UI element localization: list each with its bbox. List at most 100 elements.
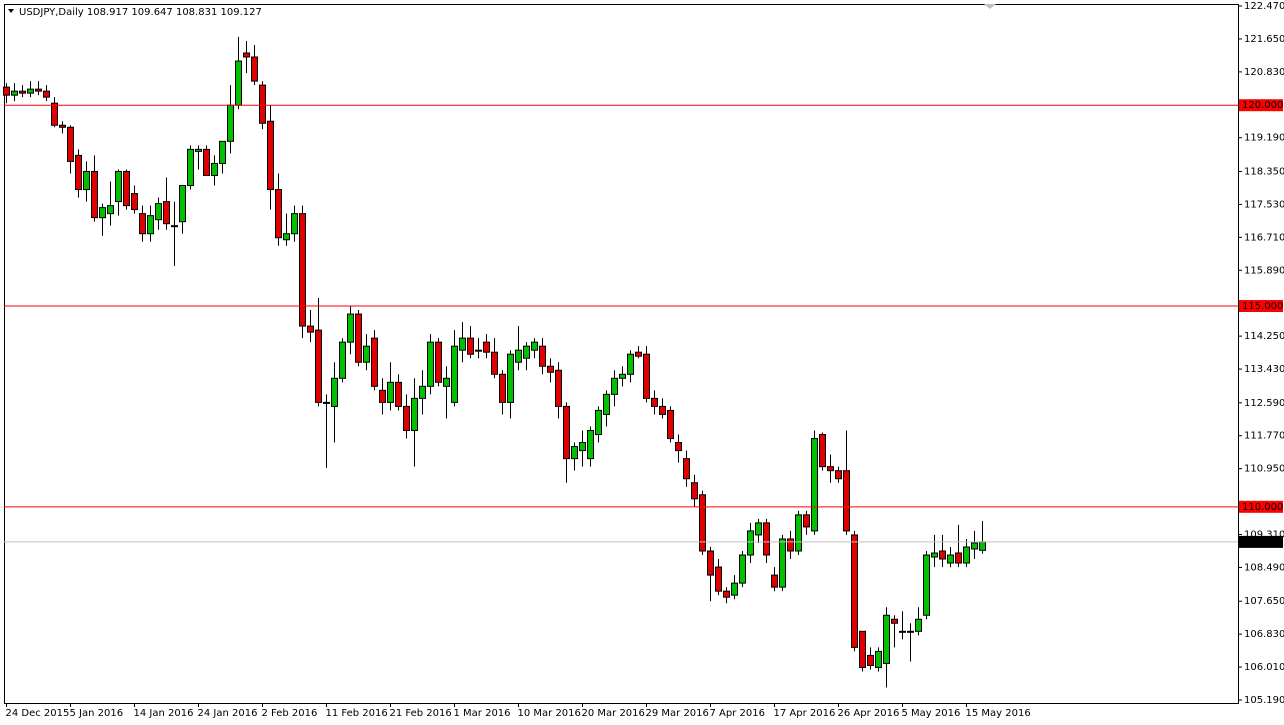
candle-body xyxy=(43,90,50,98)
candle-body xyxy=(835,470,842,480)
candle-body xyxy=(603,393,610,415)
candle-body xyxy=(299,213,306,327)
candle-body xyxy=(235,60,242,106)
candle-body xyxy=(867,654,874,666)
candle-body xyxy=(547,365,554,373)
candle-body xyxy=(587,430,594,460)
x-tick-label: 14 Jan 2016 xyxy=(134,708,194,719)
candle-body xyxy=(819,434,826,468)
candle-body xyxy=(627,353,634,375)
chart-title: USDJPY,Daily 108.917 109.647 108.831 109… xyxy=(19,7,262,18)
candle-body xyxy=(955,552,962,564)
candle-body xyxy=(443,377,450,387)
candle-body xyxy=(75,154,82,191)
candle-body xyxy=(347,313,354,343)
candle-body xyxy=(915,618,922,632)
candle-body xyxy=(275,189,282,239)
x-tick-label: 24 Dec 2015 xyxy=(6,708,70,719)
candle-body xyxy=(123,170,130,207)
y-tick-label: 106.010 xyxy=(1244,662,1284,673)
candle-body xyxy=(131,193,138,211)
candle-body xyxy=(811,438,818,532)
candle-body xyxy=(203,148,210,176)
candle-body xyxy=(635,351,642,357)
candle-body xyxy=(491,351,498,375)
x-tick-label: 1 Mar 2016 xyxy=(454,708,511,719)
y-tick-label: 121.650 xyxy=(1244,34,1284,45)
x-tick-label: 17 Apr 2016 xyxy=(774,708,836,719)
candle-body xyxy=(691,482,698,500)
y-tick-label: 119.190 xyxy=(1244,133,1284,144)
level-box xyxy=(1239,300,1283,313)
candle-body xyxy=(555,369,562,407)
candle-body xyxy=(187,148,194,187)
candle-body xyxy=(883,614,890,664)
candle-body xyxy=(507,353,514,403)
scroll-marker xyxy=(984,4,996,9)
candle-body xyxy=(723,590,730,598)
candle-body xyxy=(531,341,538,351)
candle-body xyxy=(59,124,66,128)
candle-body xyxy=(115,170,122,203)
candle-body xyxy=(771,574,778,588)
y-tick-label: 115.890 xyxy=(1244,265,1284,276)
candle-body xyxy=(195,148,202,152)
candle-body xyxy=(459,337,466,351)
candle-body xyxy=(27,88,34,94)
x-tick-label: 21 Feb 2016 xyxy=(390,708,452,719)
candle-body xyxy=(707,550,714,576)
candle-body xyxy=(699,494,706,552)
candle-body xyxy=(595,409,602,436)
candle-body xyxy=(171,225,178,228)
y-tick-label: 112.590 xyxy=(1244,398,1284,409)
candle-body xyxy=(739,554,746,584)
candle-body xyxy=(971,542,978,550)
y-tick-label: 113.430 xyxy=(1244,364,1284,375)
candle-body xyxy=(963,546,970,564)
candle-body xyxy=(267,120,274,191)
candle-body xyxy=(755,522,762,536)
x-tick-label: 5 Jan 2016 xyxy=(70,708,124,719)
candle-body xyxy=(675,442,682,452)
candle-body xyxy=(891,618,898,624)
candle-body xyxy=(251,56,258,82)
x-tick-label: 10 Mar 2016 xyxy=(518,708,581,719)
candle-body xyxy=(931,552,938,558)
candle-body xyxy=(899,630,906,633)
candle-body xyxy=(907,630,914,633)
y-tick-label: 117.530 xyxy=(1244,199,1284,210)
candle-body xyxy=(419,385,426,399)
candle-body xyxy=(227,104,234,142)
candle-body xyxy=(483,341,490,353)
candle-body xyxy=(843,470,850,532)
candle-body xyxy=(283,233,290,241)
candle-body xyxy=(403,405,410,432)
candle-body xyxy=(939,550,946,560)
candle-body xyxy=(379,389,386,403)
y-tick-label: 106.830 xyxy=(1244,629,1284,640)
candle-body xyxy=(323,401,330,404)
plot-frame xyxy=(4,4,1239,704)
x-tick-label: 29 Mar 2016 xyxy=(646,708,709,719)
x-tick-label: 7 Apr 2016 xyxy=(710,708,765,719)
candle-body xyxy=(11,90,18,96)
candle-body xyxy=(411,397,418,432)
candle-body xyxy=(259,84,266,124)
y-tick-label: 108.490 xyxy=(1244,562,1284,573)
x-tick-label: 11 Feb 2016 xyxy=(326,708,388,719)
candle-body xyxy=(363,345,370,363)
candle-body xyxy=(571,446,578,460)
candle-body xyxy=(467,337,474,355)
candle-body xyxy=(875,650,882,668)
y-tick-label: 109.310 xyxy=(1244,530,1284,541)
y-tick-label: 105.190 xyxy=(1244,695,1284,706)
y-tick-label: 120.830 xyxy=(1244,67,1284,78)
candle-body xyxy=(355,313,362,363)
candle-body xyxy=(539,345,546,367)
candle-body xyxy=(307,325,314,333)
candle-body xyxy=(659,405,666,415)
candle-body xyxy=(643,353,650,399)
candle-body xyxy=(179,185,186,223)
y-tick-label: 118.350 xyxy=(1244,166,1284,177)
candle-body xyxy=(611,377,618,395)
